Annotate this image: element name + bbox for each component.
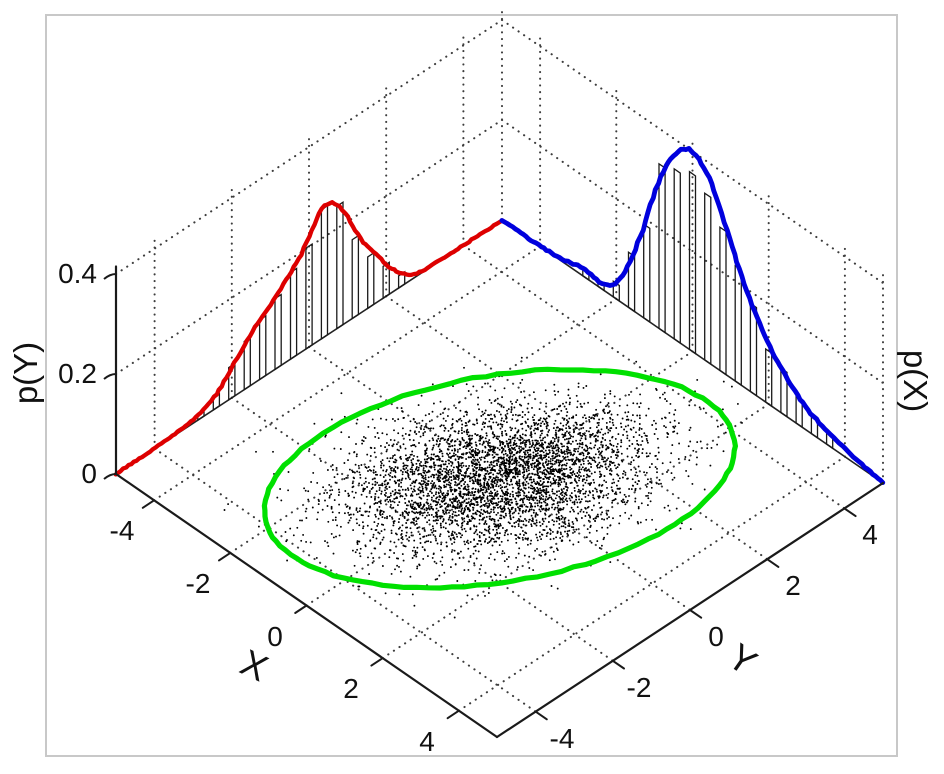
y-tick-label: 2 xyxy=(785,570,801,601)
y-tick-label: -2 xyxy=(627,672,652,703)
x-tick-labels: -4 -2 0 2 4 xyxy=(110,515,435,757)
z-tick-label: 0.2 xyxy=(58,358,97,389)
z-left-axis-label: p(Y) xyxy=(7,341,44,405)
confidence-ellipse xyxy=(261,366,738,591)
z-right-axis-label: p(X) xyxy=(897,349,934,413)
y-tick-label: 0 xyxy=(708,621,724,652)
y-tick-label: -4 xyxy=(550,723,575,754)
x-tick-label: 4 xyxy=(419,726,435,757)
x-tick-label: -2 xyxy=(186,568,211,599)
x-tick-label: -4 xyxy=(110,515,135,546)
x-tick-label: 2 xyxy=(343,673,359,704)
y-tick-labels: -4 -2 0 2 4 xyxy=(550,519,878,754)
y-tick-label: 4 xyxy=(862,519,878,550)
wall-grid-right xyxy=(500,18,885,485)
z-tick-label: 0 xyxy=(81,458,97,489)
tick-marks xyxy=(103,273,857,721)
wall-grid-left xyxy=(114,8,504,450)
py-histogram xyxy=(197,201,406,422)
z-tick-label: 0.4 xyxy=(58,258,97,289)
py-marginal-curve xyxy=(113,200,505,477)
scatter-points xyxy=(223,356,743,619)
z-tick-labels: 0 0.2 0.4 xyxy=(58,258,97,489)
px-marginal-curve xyxy=(499,146,886,485)
x-tick-label: 0 xyxy=(267,621,283,652)
figure-frame xyxy=(45,14,898,757)
